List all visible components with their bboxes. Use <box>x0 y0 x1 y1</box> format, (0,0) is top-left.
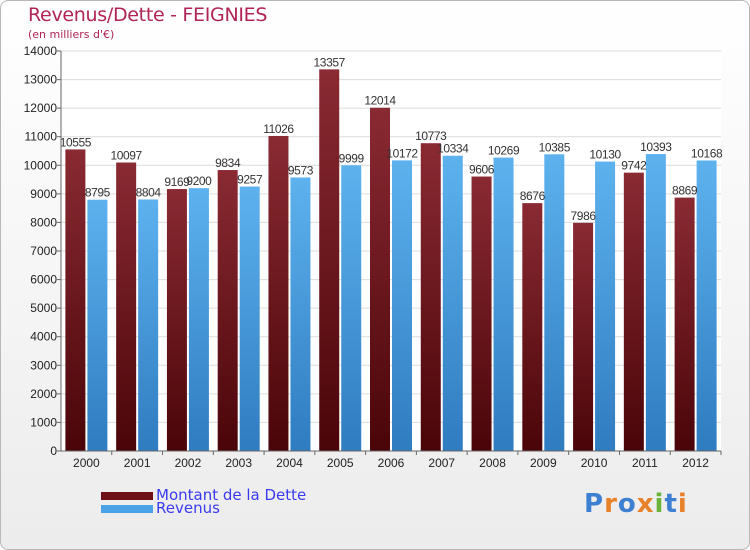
data-label-dette: 9606 <box>469 163 495 177</box>
bar-revenus <box>595 161 616 452</box>
bar-revenus <box>645 154 666 452</box>
bar-dette <box>522 203 543 451</box>
data-label-revenus: 10334 <box>437 142 469 156</box>
y-tick-label: 8000 <box>30 215 57 229</box>
legend-swatch-revenus <box>101 505 153 513</box>
bar-revenus <box>341 165 362 452</box>
y-tick-label: 0 <box>50 444 57 458</box>
data-label-revenus: 10168 <box>691 146 723 160</box>
x-tick-label: 2005 <box>327 456 354 470</box>
bar-revenus <box>493 157 514 451</box>
x-tick-label: 2001 <box>124 456 151 470</box>
data-label-dette: 9834 <box>215 156 241 170</box>
data-label-revenus: 9573 <box>288 163 314 177</box>
x-tick-label: 2010 <box>581 456 608 470</box>
y-tick-label: 7000 <box>30 244 57 258</box>
x-tick-label: 2000 <box>73 456 100 470</box>
logo-letter: P <box>584 489 605 519</box>
bar-revenus <box>239 186 260 451</box>
data-label-revenus: 9200 <box>186 174 212 188</box>
logo-letter: x <box>636 489 655 519</box>
logo-letter: r <box>604 489 618 519</box>
y-tick-label: 12000 <box>24 101 58 115</box>
data-label-dette: 10773 <box>415 129 447 143</box>
bar-revenus <box>138 199 159 451</box>
data-label-revenus: 10385 <box>539 140 571 154</box>
logo-letter: o <box>617 489 637 519</box>
data-label-dette: 9169 <box>164 175 190 189</box>
bar-revenus <box>696 160 717 451</box>
x-tick-label: 2002 <box>175 456 202 470</box>
proxiti-logo: Proxiti <box>584 489 688 519</box>
legend-label-revenus: Revenus <box>156 499 220 517</box>
bar-revenus <box>188 188 209 451</box>
y-tick-label: 11000 <box>25 130 58 144</box>
y-tick-label: 5000 <box>30 301 57 315</box>
data-label-revenus: 10130 <box>589 148 621 162</box>
y-tick-label: 3000 <box>30 358 57 372</box>
x-tick-label: 2006 <box>378 456 405 470</box>
data-label-revenus: 9257 <box>237 173 263 187</box>
bar-dette <box>573 222 594 451</box>
logo-letter: i <box>677 489 688 519</box>
legend-label-dette: Montant de la Dette <box>156 486 307 504</box>
y-tick-label: 13000 <box>24 73 58 87</box>
data-label-dette: 10097 <box>110 149 142 163</box>
logo-letter: t <box>664 489 678 519</box>
bar-dette <box>65 149 86 451</box>
data-label-dette: 8676 <box>520 189 546 203</box>
bar-revenus <box>392 160 412 451</box>
data-label-revenus: 8795 <box>85 186 111 200</box>
y-tick-label: 4000 <box>30 330 57 344</box>
bar-revenus <box>544 154 565 452</box>
data-label-dette: 13357 <box>314 55 346 69</box>
bar-dette <box>623 172 644 451</box>
bar-dette <box>471 176 492 452</box>
data-label-dette: 10555 <box>60 135 92 149</box>
bar-revenus <box>442 155 463 451</box>
bar-revenus <box>290 177 311 451</box>
x-tick-label: 2012 <box>682 456 709 470</box>
data-label-revenus: 8804 <box>136 185 162 199</box>
data-label-revenus: 10269 <box>488 144 520 158</box>
y-tick-label: 10000 <box>24 158 58 172</box>
legend-swatch-dette <box>101 492 153 500</box>
y-tick-label: 14000 <box>24 44 58 58</box>
bar-dette <box>370 107 390 451</box>
x-tick-label: 2011 <box>632 456 658 470</box>
y-tick-label: 9000 <box>30 187 57 201</box>
data-label-dette: 7986 <box>571 209 597 223</box>
bar-dette <box>319 69 340 451</box>
x-tick-label: 2009 <box>530 456 557 470</box>
bar-dette <box>217 170 238 451</box>
bar-dette <box>674 197 695 451</box>
data-label-revenus: 9999 <box>339 151 365 165</box>
data-label-dette: 9742 <box>621 159 647 173</box>
logo-letter: i <box>654 489 665 519</box>
y-tick-label: 1000 <box>30 415 57 429</box>
x-tick-label: 2003 <box>225 456 252 470</box>
x-tick-label: 2008 <box>479 456 506 470</box>
bar-revenus <box>87 199 108 451</box>
x-tick-label: 2004 <box>276 456 303 470</box>
data-label-revenus: 10172 <box>386 146 418 160</box>
chart-subtitle: (en milliers d'€) <box>28 28 115 41</box>
bar-dette <box>420 143 441 451</box>
data-label-dette: 11026 <box>263 122 294 136</box>
x-tick-label: 2007 <box>428 456 455 470</box>
data-label-dette: 12014 <box>364 94 396 108</box>
bar-dette <box>166 189 187 451</box>
y-tick-label: 2000 <box>30 387 57 401</box>
y-tick-label: 6000 <box>30 273 57 287</box>
data-label-dette: 8869 <box>672 184 698 198</box>
bar-dette <box>268 135 289 451</box>
bar-dette <box>116 162 137 451</box>
chart-title: Revenus/Dette - FEIGNIES <box>28 4 268 26</box>
data-label-revenus: 10393 <box>640 140 672 154</box>
